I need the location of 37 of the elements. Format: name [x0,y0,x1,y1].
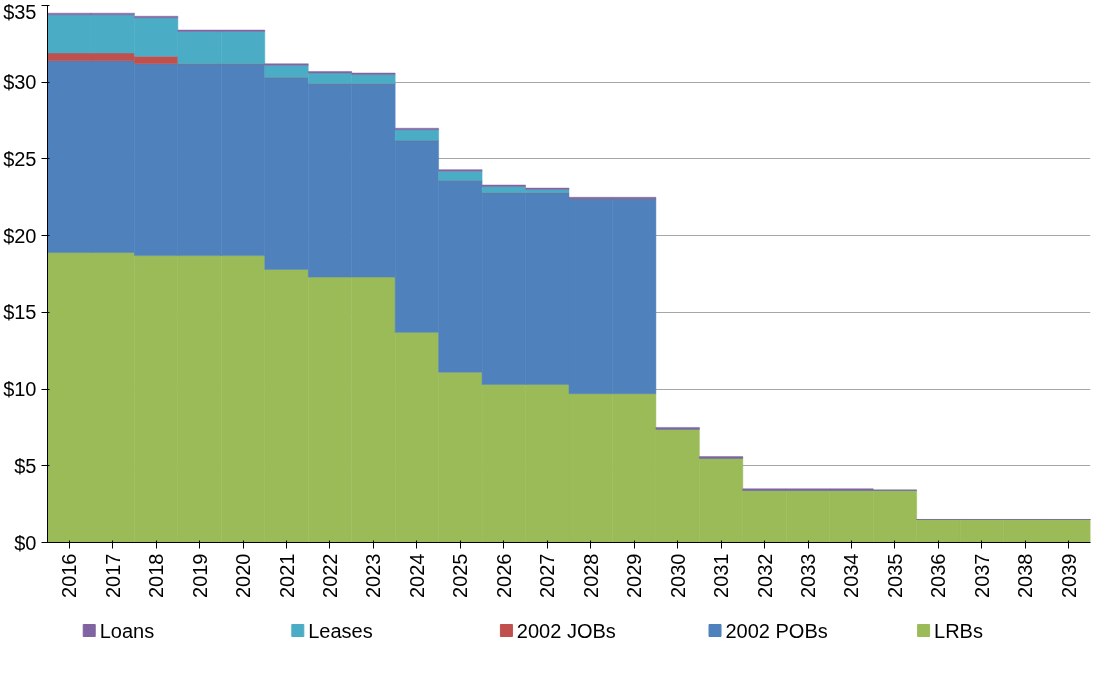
x-tick-label: 2020 [232,553,255,598]
x-tick-label: 2028 [579,553,602,598]
y-tick-label: $0 [14,531,37,554]
x-tick-label: 2034 [840,553,863,598]
x-tick-label: 2032 [753,553,776,598]
x-tick-label: 2027 [536,553,559,598]
x-tick-label: 2036 [927,553,950,598]
x-tick-label: 2026 [492,553,515,598]
x-tick-label: 2023 [362,553,385,598]
y-tick-label: $20 [3,224,37,247]
x-tick-label: 2033 [797,553,820,598]
y-tick-label: $5 [14,454,37,477]
x-tick-label: 2022 [318,553,341,598]
x-tick-label: 2029 [623,553,646,598]
x-tick-label: 2025 [449,553,472,598]
x-tick-label: 2021 [275,553,298,598]
legend-label: Leases [308,619,373,642]
x-tick-label: 2016 [58,553,81,598]
legend-label: 2002 POBs [725,619,828,642]
y-tick-label: $10 [3,378,37,401]
y-tick-label: $15 [3,301,37,324]
x-tick-label: 2019 [188,553,211,598]
x-tick-label: 2024 [405,553,428,598]
x-tick-label: 2039 [1057,553,1080,598]
x-tick-label: 2030 [666,553,689,598]
x-tick-label: 2037 [970,553,993,598]
x-tick-label: 2035 [883,553,906,598]
x-tick-label: 2038 [1014,553,1037,598]
y-tick-label: $35 [3,0,37,23]
legend-label: LRBs [934,619,983,642]
y-tick-label: $30 [3,71,37,94]
x-tick-label: 2017 [101,553,124,598]
legend-label: 2002 JOBs [516,619,616,642]
y-tick-label: $25 [3,147,37,170]
x-tick-label: 2031 [710,553,733,598]
x-tick-label: 2018 [145,553,168,598]
legend-label: Loans [99,619,155,642]
